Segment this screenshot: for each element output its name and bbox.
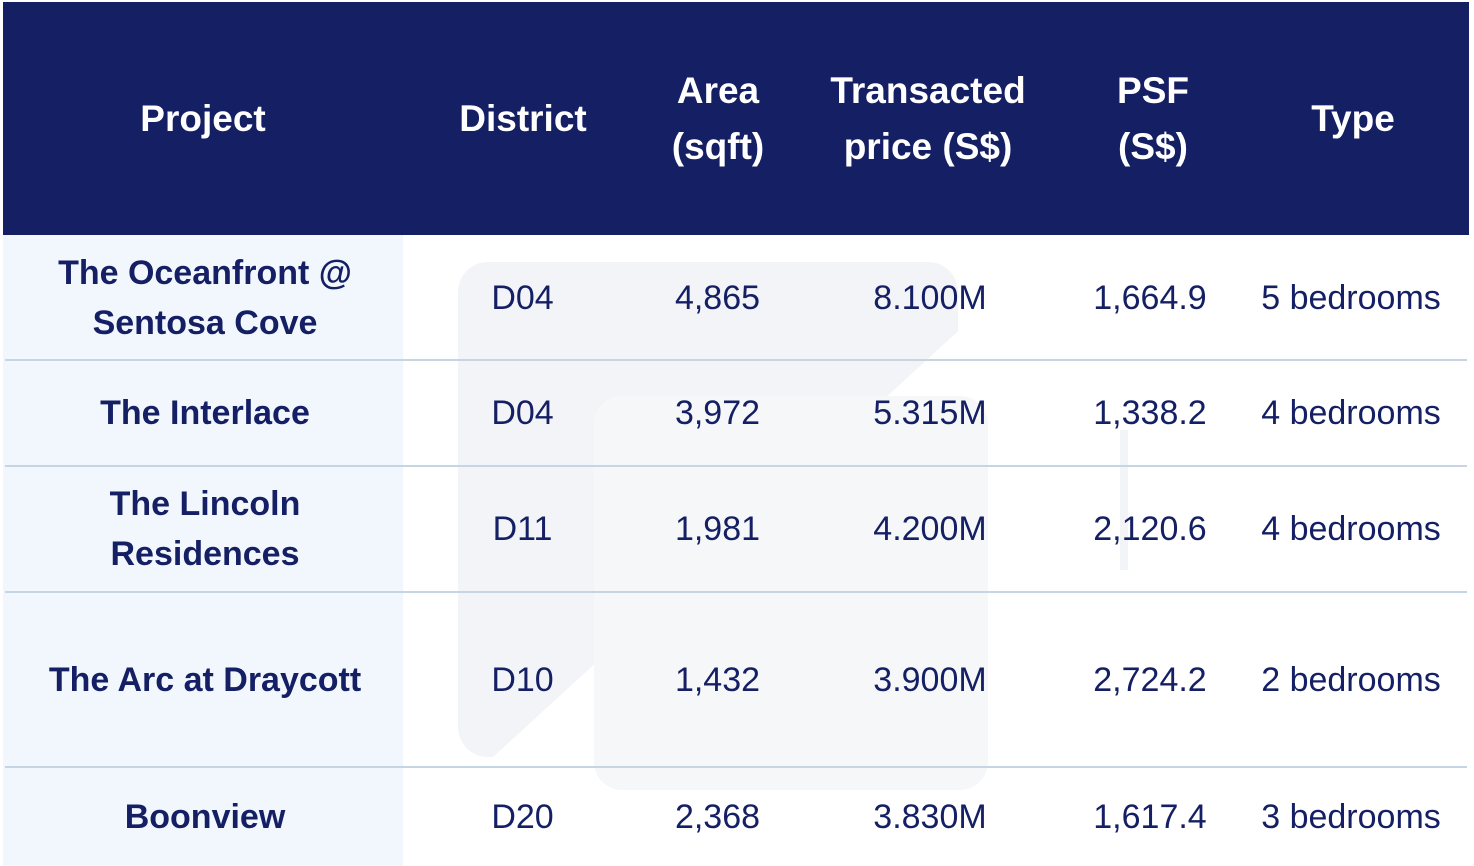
price-value: 4.200M [873,510,987,548]
area-value: 1,432 [674,660,761,699]
project-name: The Interlace [100,394,310,432]
price-value: 8.100M [873,279,987,317]
table-row: The Arc at Draycott D10 1,432 3.900M 2,7… [0,593,1474,766]
header-psf: PSF (S$) [1117,69,1189,167]
district-value: D04 [491,279,554,317]
table-row: The Interlace D04 3,972 5.315M 1,338.2 4… [0,361,1474,465]
row-divider [5,359,1467,361]
table-row: The Lincoln Residences D11 1,981 4.200M … [0,467,1474,591]
price-value: 3.900M [873,660,987,699]
psf-value: 2,724.2 [1093,660,1207,699]
table-row: Boonview D20 2,368 3.830M 1,617.4 3 bedr… [0,768,1474,866]
table-header: Project District Area (sqft) Transacted … [3,2,1469,235]
row-divider [5,766,1467,768]
psf-value: 1,617.4 [1093,798,1207,836]
psf-value: 1,338.2 [1093,394,1207,432]
watermark-logo-square [594,396,988,790]
header-project: Project [140,97,266,139]
project-name: The Oceanfront @ Sentosa Cove [58,254,352,342]
project-column-background [3,235,403,866]
watermark-logo-bar [1120,430,1128,570]
type-value: 4 bedrooms [1261,510,1441,548]
price-value: 5.315M [873,394,987,432]
row-divider [5,591,1467,593]
header-area: Area (sqft) [671,69,765,167]
psf-value: 1,664.9 [1093,279,1207,317]
district-value: D10 [491,660,554,699]
psf-value: 2,120.6 [1093,510,1207,548]
type-value: 5 bedrooms [1261,279,1441,317]
row-divider [5,465,1467,467]
district-value: D20 [491,798,554,836]
district-value: D11 [492,510,553,548]
area-value: 4,865 [674,279,761,317]
type-value: 4 bedrooms [1261,394,1441,432]
area-value: 1,981 [674,510,761,548]
type-value: 3 bedrooms [1261,798,1441,836]
header-type: Type [1311,97,1395,139]
project-name: The Arc at Draycott [48,660,362,699]
area-value: 3,972 [674,394,761,432]
type-value: 2 bedrooms [1261,660,1441,699]
header-district: District [459,97,587,139]
header-transacted-price: Transacted price (S$) [830,69,1026,167]
table-row: The Oceanfront @ Sentosa Cove D04 4,865 … [0,237,1474,359]
project-name: The Lincoln Residences [109,485,301,573]
area-value: 2,368 [674,798,761,836]
price-value: 3.830M [873,798,987,836]
project-name: Boonview [124,798,286,836]
district-value: D04 [491,394,554,432]
